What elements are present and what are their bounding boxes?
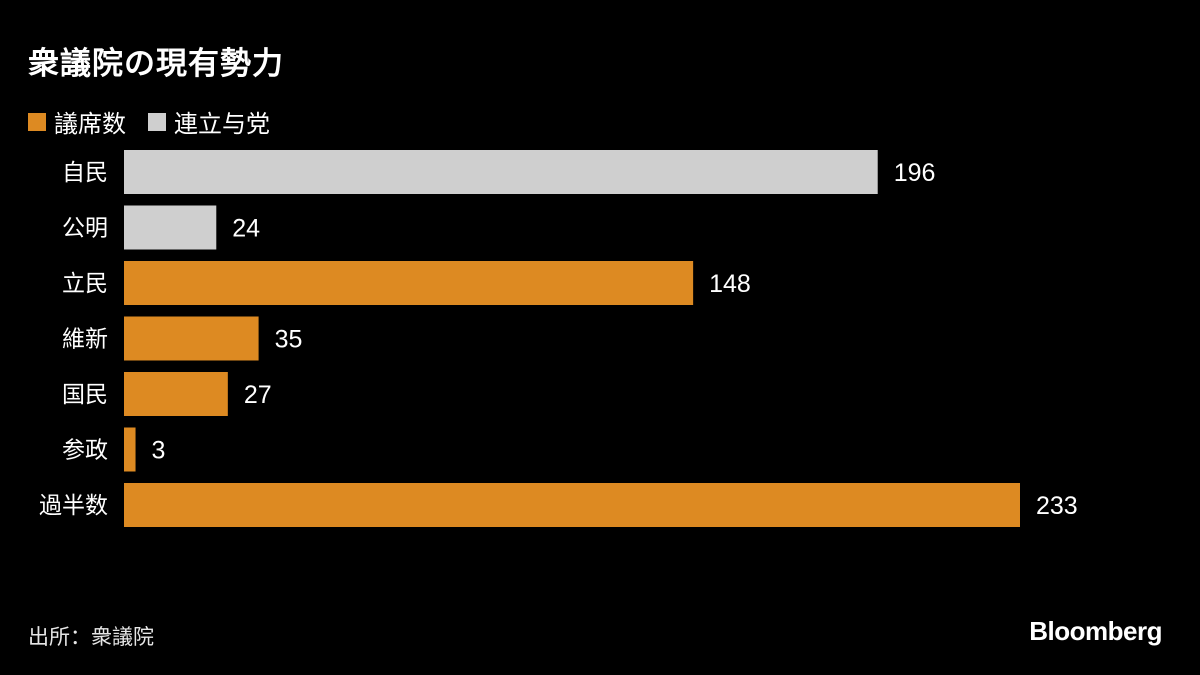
bar <box>124 372 228 416</box>
legend-swatch-seats <box>28 112 46 131</box>
chart-title: 衆議院の現有勢力 <box>28 46 284 82</box>
bar <box>124 205 217 250</box>
legend-item-coalition: 連立与党 <box>148 104 270 139</box>
legend: 議席数 連立与党 <box>28 104 292 139</box>
value-label: 35 <box>275 326 303 354</box>
category-label: 自民 <box>62 160 108 186</box>
value-label: 27 <box>244 381 272 409</box>
value-label: 148 <box>709 270 751 298</box>
category-label: 過半数 <box>39 493 108 519</box>
value-label: 24 <box>232 215 260 243</box>
legend-item-seats: 議席数 <box>28 104 126 139</box>
bar <box>124 150 878 194</box>
value-label: 196 <box>894 159 936 187</box>
category-label: 立民 <box>62 271 108 297</box>
source-note: 出所：衆議院 <box>28 625 154 649</box>
category-label: 公明 <box>62 216 108 242</box>
bar <box>124 316 259 361</box>
legend-label-seats: 議席数 <box>54 110 126 138</box>
value-label: 233 <box>1036 492 1078 520</box>
value-label: 3 <box>152 437 166 465</box>
category-label: 参政 <box>62 438 108 464</box>
bar <box>124 483 1020 527</box>
bar <box>124 427 136 472</box>
bloomberg-logo: Bloomberg <box>1029 616 1162 646</box>
legend-label-coalition: 連立与党 <box>174 110 270 138</box>
category-label: 国民 <box>62 382 108 408</box>
legend-swatch-coalition <box>148 112 166 131</box>
bar <box>124 261 694 305</box>
category-label: 維新 <box>62 327 108 353</box>
